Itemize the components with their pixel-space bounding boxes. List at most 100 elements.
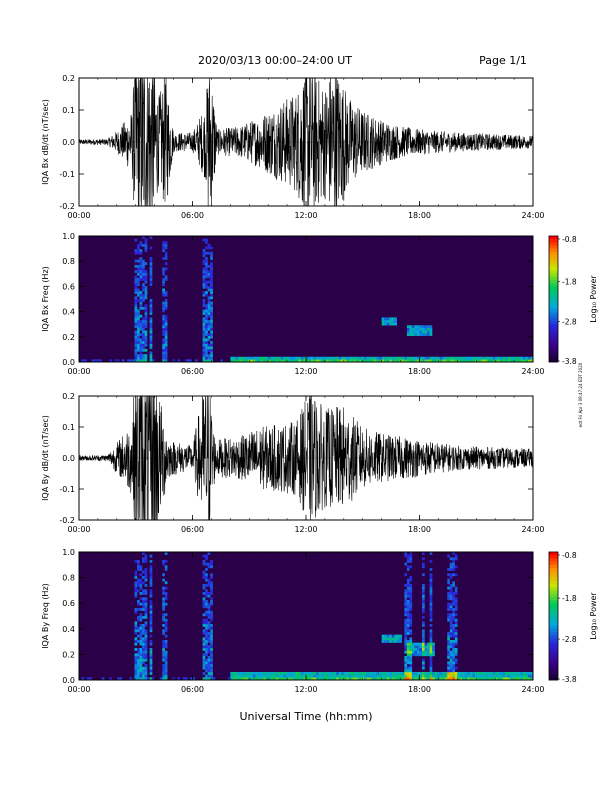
spectrogram-cell: [142, 677, 145, 681]
spectrogram-cell: [230, 356, 234, 360]
colorbar-step: [549, 280, 558, 284]
spectrogram-cell: [137, 259, 140, 263]
spectrogram-cell: [162, 249, 165, 252]
spectrogram-cell: [205, 557, 208, 561]
spectrogram-cell: [139, 661, 143, 665]
spectrogram-cell: [449, 661, 453, 665]
spectrogram-cell: [429, 608, 433, 611]
spectrogram-cell: [142, 642, 145, 646]
spectrogram-cell: [520, 677, 524, 681]
colorbar-frame: [548, 551, 559, 681]
spectrogram-cell: [371, 356, 375, 360]
spectrogram-cell: [210, 565, 213, 569]
spectrogram-cell: [144, 616, 148, 619]
spectrogram-cell: [149, 257, 153, 260]
y-tick-label: -0.1: [59, 170, 75, 179]
spectrogram-cell: [139, 296, 143, 300]
spectrogram-cell: [142, 359, 145, 363]
colorbar-step: [549, 264, 558, 268]
spectrogram-cell: [210, 251, 213, 255]
spectrogram-cell: [429, 610, 433, 614]
spectrogram-cell: [406, 560, 410, 563]
spectrogram-cell: [270, 359, 274, 363]
spectrogram-cell: [474, 356, 478, 360]
spectrogram-cell: [384, 677, 387, 681]
spectrogram-cell: [416, 333, 420, 336]
spectrogram-cell: [139, 251, 143, 255]
spectrogram-cell: [295, 359, 299, 363]
spectrogram-cell: [205, 592, 208, 595]
spectrogram-cell: [505, 359, 508, 363]
spectrogram-cell: [449, 594, 453, 598]
spectrogram-cell: [452, 650, 456, 654]
colorbar-step: [549, 239, 558, 243]
spectrogram-cell: [341, 672, 345, 675]
spectrogram-cell: [429, 664, 433, 667]
spectrogram-cell: [429, 637, 433, 641]
spectrogram-cell: [205, 291, 208, 294]
spectrogram-cell: [162, 343, 165, 347]
spectrogram-cell: [409, 653, 413, 657]
spectrogram-cell: [232, 359, 236, 363]
spectrogram-cell: [134, 672, 138, 675]
spectrogram-cell: [404, 666, 408, 670]
spectrogram-cell: [427, 677, 430, 681]
spectrogram-cell: [139, 634, 143, 638]
spectrogram-cell: [419, 333, 423, 336]
spectrogram-cell: [389, 634, 392, 638]
spectrogram-cell: [376, 672, 380, 675]
spectrogram-cell: [351, 674, 355, 678]
spectrogram-cell: [144, 335, 148, 339]
spectrogram-cell: [306, 672, 309, 675]
spectrogram-cell: [459, 359, 463, 363]
spectrogram-cell: [134, 351, 138, 355]
spectrogram-cell: [303, 672, 307, 675]
spectrogram-cell: [422, 642, 425, 646]
spectrogram-cell: [404, 613, 408, 617]
spectrogram-cell: [149, 335, 153, 339]
spectrogram-cell: [404, 356, 408, 360]
spectrogram-cell: [149, 301, 153, 305]
spectrogram-cell: [404, 632, 408, 635]
spectrogram-cell: [139, 262, 143, 266]
spectrogram-cell: [202, 666, 206, 670]
spectrogram-cell: [406, 610, 410, 614]
spectrogram-cell: [464, 672, 468, 675]
spectrogram-cell: [164, 241, 168, 245]
spectrogram-cell: [162, 586, 165, 590]
spectrogram-cell: [210, 304, 213, 308]
spectrogram-cell: [429, 333, 433, 336]
spectrogram-cell: [490, 359, 493, 363]
spectrogram-cell: [485, 359, 488, 363]
spectrogram-cell: [268, 674, 271, 678]
spectrogram-cell: [439, 677, 443, 681]
spectrogram-cell: [416, 356, 420, 360]
spectrogram-cell: [210, 672, 213, 675]
spectrogram-cell: [212, 677, 216, 681]
y-tick-label: -0.2: [59, 516, 75, 525]
spectrogram-cell: [432, 356, 435, 360]
spectrogram-cell: [232, 674, 236, 678]
spectrogram-cell: [205, 624, 208, 627]
spectrogram-cell: [497, 674, 501, 678]
y-tick-label: 0.4: [62, 625, 75, 634]
spectrogram-cell: [164, 304, 168, 308]
spectrogram-cell: [142, 656, 145, 659]
spectrogram-cell: [419, 648, 423, 651]
spectrogram-cell: [409, 674, 413, 678]
spectrogram-cell: [502, 356, 506, 360]
spectrogram-cell: [142, 674, 145, 678]
spectrogram-cell: [139, 356, 143, 360]
spectrogram-cell: [386, 356, 390, 360]
spectrogram-cell: [429, 653, 433, 657]
spectrogram-cell: [139, 341, 143, 344]
spectrogram-cell: [240, 359, 244, 363]
spectrogram-cell: [207, 312, 211, 315]
spectrogram-cell: [447, 656, 450, 659]
spectrogram-cell: [273, 356, 276, 360]
spectrogram-cell: [422, 597, 425, 601]
spectrogram-cell: [144, 348, 148, 352]
spectrogram-cell: [356, 677, 360, 681]
spectrogram-cell: [406, 677, 410, 681]
spectrogram-cell: [452, 653, 456, 657]
